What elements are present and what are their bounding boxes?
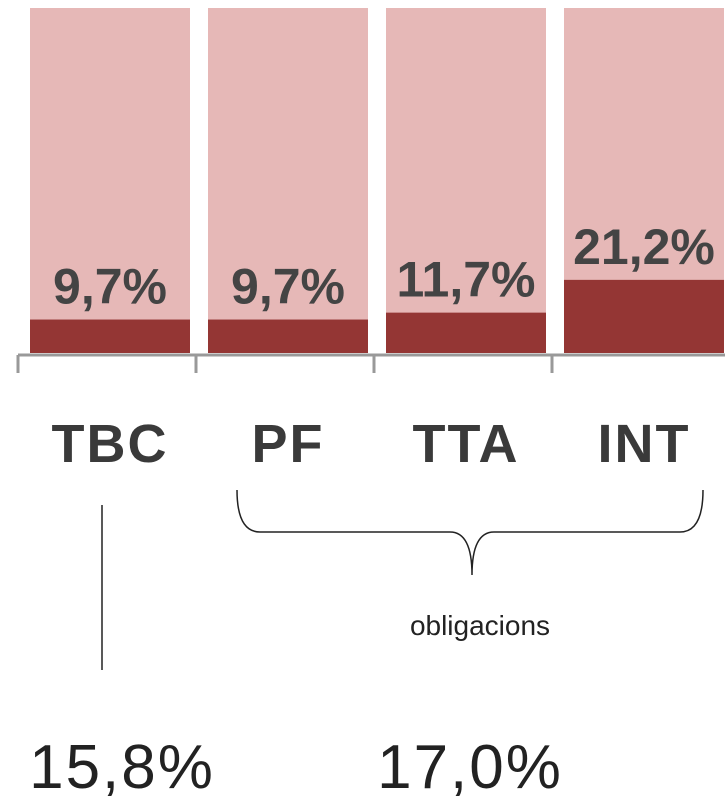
bar-background bbox=[208, 8, 368, 353]
bar bbox=[386, 312, 546, 353]
annotation: 17,0% bbox=[377, 733, 563, 797]
value-label: 9,7% bbox=[53, 259, 167, 315]
bar bbox=[30, 319, 190, 353]
bar-background bbox=[30, 8, 190, 353]
x-tick-label: TTA bbox=[413, 414, 520, 474]
bar bbox=[208, 319, 368, 353]
value-label: 9,7% bbox=[231, 259, 345, 315]
value-label: 21,2% bbox=[573, 219, 715, 275]
annotation: 15,8% bbox=[29, 733, 215, 797]
x-tick-label: INT bbox=[598, 414, 691, 474]
brace bbox=[236, 489, 704, 576]
x-tick-label: PF bbox=[251, 414, 324, 474]
value-label: 11,7% bbox=[396, 252, 535, 308]
bar bbox=[564, 279, 724, 353]
annotation: obligacions bbox=[410, 610, 550, 641]
bar-background bbox=[386, 8, 546, 353]
x-tick-label: TBC bbox=[52, 414, 169, 474]
